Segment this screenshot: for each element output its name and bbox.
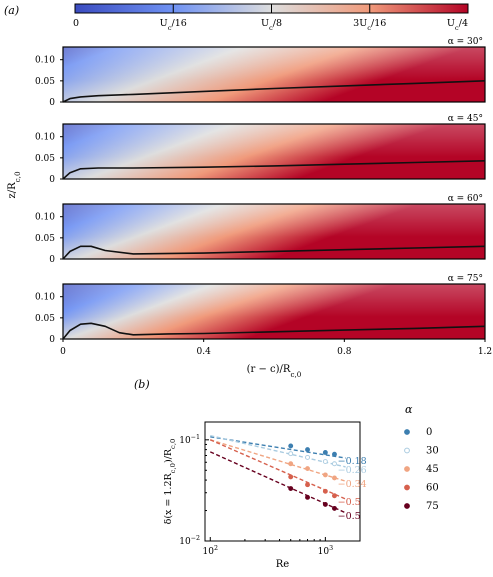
- series-alpha-60: −0.5: [209, 439, 361, 508]
- y-axis-label: z/Rc,0: [7, 171, 22, 198]
- x-tick-label: 1.2: [478, 347, 492, 357]
- legend-marker: [404, 484, 410, 491]
- panel-frame: [62, 203, 486, 260]
- legend-title: α: [405, 403, 413, 416]
- data-point: [288, 461, 294, 467]
- scaling-plot: 102 103 10−1 10−2 Re δ(x = 1.2Rc,0)/Rc,0 −0.18…: [163, 421, 367, 570]
- boundary-layer-curve: [62, 322, 486, 340]
- y-tick-label: 10−2: [179, 535, 200, 547]
- data-point: [288, 443, 294, 449]
- fit-line: [209, 439, 346, 500]
- slope-label: −0.18: [338, 456, 367, 467]
- x-tick-label: 0.8: [337, 347, 352, 357]
- data-point: [332, 451, 337, 457]
- data-point: [305, 466, 310, 472]
- legend-label: 60: [426, 483, 439, 494]
- y-axis-label: δ(x = 1.2Rc,0)/Rc,0: [163, 439, 177, 525]
- data-point: [332, 461, 337, 467]
- boundary-layer-curve: [62, 245, 486, 260]
- colorbar: 0 Uc/16 Uc/8 3Uc/16 Uc/4: [73, 3, 469, 32]
- x-tick-label: 0: [60, 347, 66, 357]
- legend-marker: [404, 429, 410, 435]
- y-tick-label: 0.05: [35, 234, 55, 244]
- boundary-layer-curve: [62, 160, 486, 180]
- colorbar-ticks: 0 Uc/16 Uc/8 3Uc/16 Uc/4: [73, 4, 468, 32]
- panel-frame: [62, 123, 486, 180]
- colorbar-tick-label: 3Uc/16: [353, 18, 386, 32]
- fit-line: [209, 451, 346, 514]
- data-point: [288, 451, 294, 457]
- data-point: [305, 447, 310, 453]
- slope-label: −0.5: [338, 497, 361, 508]
- slope-label: −0.26: [338, 465, 367, 476]
- plot-frame: [204, 421, 361, 542]
- y-tick-label: 0: [49, 335, 55, 345]
- y-tick-label: 0.10: [35, 213, 55, 223]
- x-axis-label: Re: [276, 559, 290, 570]
- series-alpha-30: −0.26: [210, 434, 367, 476]
- series-alpha-45: −0.34: [210, 439, 367, 490]
- legend-label: 45: [426, 464, 439, 475]
- heatmap-shared-axes: 0 0.4 0.8 1.2 (r − c)/Rc,0 z/Rc,0: [7, 171, 492, 378]
- alpha-label: α = 75°: [448, 274, 483, 284]
- data-point: [305, 454, 310, 460]
- panel-frame: [62, 283, 486, 340]
- alpha-label: α = 60°: [448, 194, 483, 204]
- data-point: [305, 482, 310, 488]
- y-tick-label: 0: [49, 255, 55, 265]
- colorbar-tick-label: Uc/8: [261, 18, 282, 32]
- y-tick-label: 0.05: [35, 154, 55, 164]
- slope-label: −0.5: [338, 511, 361, 522]
- colorbar-tick-label: Uc/4: [447, 18, 468, 32]
- data-point: [322, 488, 328, 494]
- data-point: [332, 505, 337, 511]
- data-point: [288, 486, 294, 491]
- y-tick-label: 0.05: [35, 77, 55, 87]
- legend-marker: [404, 503, 410, 509]
- legend-label: 75: [426, 501, 439, 512]
- series-alpha-0: −0.18: [210, 436, 367, 467]
- heatmap-panel-30: α = 30° 0 0.05 0.10: [35, 37, 486, 108]
- panel-label-b: (b): [134, 378, 150, 391]
- panel-frame: [62, 46, 486, 103]
- y-tick-label: 10−1: [179, 434, 200, 446]
- colorbar-tick-label: Uc/16: [160, 18, 187, 32]
- x-axis-label: (r − c)/Rc,0: [247, 364, 302, 379]
- legend-label: 0: [426, 427, 432, 438]
- x-tick-label: 0.4: [197, 347, 212, 357]
- y-tick-label: 0: [49, 175, 55, 185]
- legend-marker: [404, 466, 410, 472]
- alpha-label: α = 45°: [448, 114, 483, 124]
- y-tick-label: 0.10: [35, 293, 55, 303]
- data-point: [322, 501, 328, 507]
- y-tick-label: 0.05: [35, 314, 55, 324]
- data-point: [332, 493, 337, 499]
- y-tick-label: 0: [49, 98, 55, 108]
- heatmap-panel-60: α = 60° 0 0.05 0.10: [35, 194, 486, 265]
- fit-line: [210, 434, 346, 468]
- series-alpha-75: −0.5: [209, 451, 361, 522]
- y-tick-label: 0.10: [35, 133, 55, 143]
- x-tick-label: 103: [318, 545, 333, 557]
- alpha-legend: α 0 30 45 60 75: [404, 403, 439, 512]
- heatmap-panel-45: α = 45° 0 0.05 0.10: [35, 114, 486, 185]
- legend-marker: [404, 447, 410, 454]
- x-tick-label: 102: [203, 545, 218, 557]
- data-point: [332, 475, 337, 481]
- heatmap-panel-75: α = 75° 0 0.05 0.10: [35, 274, 486, 345]
- alpha-label: α = 30°: [448, 37, 483, 47]
- heatmap-panels: α = 30° 0 0.05 0.10 α = 45° 0 0.05 0.10 α = 60° 0…: [35, 37, 486, 345]
- legend-label: 30: [426, 446, 439, 457]
- data-point: [322, 459, 328, 464]
- panel-label-a: (a): [4, 4, 19, 17]
- data-point: [288, 474, 294, 480]
- boundary-layer-curve: [62, 80, 486, 103]
- data-point: [322, 450, 328, 455]
- data-point: [322, 472, 328, 478]
- slope-label: −0.34: [338, 479, 367, 490]
- colorbar-tick-label: 0: [73, 18, 79, 29]
- y-tick-label: 0.10: [35, 56, 55, 66]
- data-point: [305, 494, 310, 500]
